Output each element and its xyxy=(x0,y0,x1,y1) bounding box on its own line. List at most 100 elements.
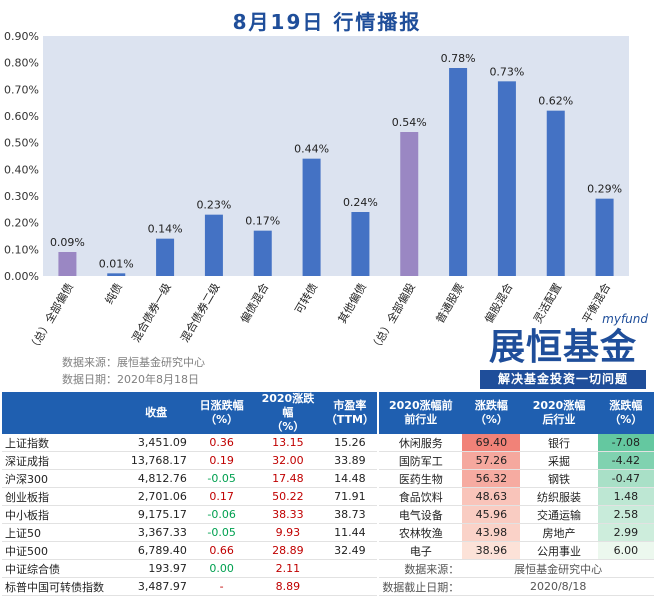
index-pe: 15.26 xyxy=(322,434,379,452)
x-tick-label: （总）全部偏债 xyxy=(25,281,76,355)
index-day-change: - xyxy=(189,577,254,596)
table-row: 创业板指 2,701.06 0.17 50.22 71.91 食品饮料 48.63 纺织服装 1… xyxy=(2,487,654,506)
index-ytd-change: 28.89 xyxy=(253,541,323,560)
index-close: 3,367.33 xyxy=(122,523,190,542)
market-table: 收盘 日涨跌幅 （%） 2020涨跌幅 （%） 市盈率 （TTM） 2020涨幅前 前行… xyxy=(2,392,654,596)
bar-value-label: 0.09% xyxy=(50,236,85,249)
index-ytd-change: 17.48 xyxy=(253,469,323,488)
index-day-change: 0.36 xyxy=(189,434,254,452)
index-name: 上证50 xyxy=(2,523,123,542)
bar-value-label: 0.44% xyxy=(294,143,329,156)
bar-value-label: 0.54% xyxy=(392,116,427,129)
index-day-change: -0.05 xyxy=(189,469,254,488)
bottom-industry-change: 6.00 xyxy=(597,541,654,560)
top-industry-name: 国防军工 xyxy=(377,451,463,470)
index-ytd-change: 50.22 xyxy=(253,487,323,506)
bottom-industry-name: 银行 xyxy=(520,434,598,452)
bottom-industry-name: 房地产 xyxy=(520,523,598,542)
bottom-industry-name: 采掘 xyxy=(520,451,598,470)
index-close: 13,768.17 xyxy=(122,451,190,470)
y-tick-label: 0.00% xyxy=(4,270,39,283)
header-ytd-change: 2020涨跌幅 （%） xyxy=(253,392,323,434)
bottom-industry-change: -7.08 xyxy=(597,434,654,452)
index-ytd-change: 2.11 xyxy=(253,559,323,578)
index-pe: 33.89 xyxy=(322,451,379,470)
top-industry-name: 电子 xyxy=(377,541,463,560)
top-industry-name: 休闲服务 xyxy=(377,434,463,452)
bottom-industry-change: 2.58 xyxy=(597,505,654,524)
index-close: 193.97 xyxy=(122,559,190,578)
index-pe xyxy=(322,559,379,578)
bar xyxy=(58,252,77,276)
x-tick-label: 其他偏债 xyxy=(335,281,369,326)
x-tick-label: （总）全部偏股 xyxy=(367,281,418,355)
top-industry-change: 56.32 xyxy=(462,469,521,488)
bottom-industry-name: 公用事业 xyxy=(520,541,598,560)
bar xyxy=(351,212,370,276)
bar xyxy=(497,81,516,276)
chart-source: 数据来源：展恒基金研究中心 xyxy=(62,356,205,369)
header-top-industry: 2020涨幅前 前行业 xyxy=(377,392,463,434)
index-pe: 14.48 xyxy=(322,469,379,488)
index-name: 中证综合债 xyxy=(2,559,123,578)
index-name: 上证指数 xyxy=(2,434,123,452)
index-close: 6,789.40 xyxy=(122,541,190,560)
footer-date-label: 数据截止日期： xyxy=(377,577,463,596)
index-name: 中证500 xyxy=(2,541,123,560)
index-close: 4,812.76 xyxy=(122,469,190,488)
bar xyxy=(546,110,565,277)
bar xyxy=(595,198,614,276)
index-close: 3,451.09 xyxy=(122,434,190,452)
chart-date: 数据日期：2020年8月18日 xyxy=(62,373,199,386)
bar xyxy=(449,68,468,276)
bottom-industry-name: 纺织服装 xyxy=(520,487,598,506)
bar-value-label: 0.14% xyxy=(148,223,183,236)
brand-logo: myfund 展恒基金 解决基金投资一切问题 xyxy=(478,312,648,390)
bar-value-label: 0.01% xyxy=(99,257,134,270)
index-name: 创业板指 xyxy=(2,487,123,506)
index-pe: 38.73 xyxy=(322,505,379,524)
bar xyxy=(204,214,223,276)
bar-value-label: 0.17% xyxy=(245,215,280,228)
index-pe: 71.91 xyxy=(322,487,379,506)
table-row: 标普中国可转债指数 3,487.97-8.89 数据截止日期： 2020/8/18 xyxy=(2,577,654,596)
index-pe: 11.44 xyxy=(322,523,379,542)
y-tick-label: 0.60% xyxy=(4,110,39,123)
bar-value-label: 0.73% xyxy=(489,65,524,78)
table-header-row: 收盘 日涨跌幅 （%） 2020涨跌幅 （%） 市盈率 （TTM） 2020涨幅前 前行… xyxy=(2,392,654,434)
logo-slogan: 解决基金投资一切问题 xyxy=(480,370,646,389)
bar xyxy=(400,132,419,276)
bar-value-label: 0.78% xyxy=(441,52,476,65)
logo-name: 展恒基金 xyxy=(488,327,637,368)
y-tick-label: 0.50% xyxy=(4,137,39,150)
bottom-industry-change: 2.99 xyxy=(597,523,654,542)
footer-source-label: 数据来源： xyxy=(377,559,463,578)
bottom-industry-change: 1.48 xyxy=(597,487,654,506)
index-name: 深证成指 xyxy=(2,451,123,470)
top-industry-name: 医药生物 xyxy=(377,469,463,488)
index-close: 9,175.17 xyxy=(122,505,190,524)
top-industry-change: 38.96 xyxy=(462,541,521,560)
top-industry-change: 57.26 xyxy=(462,451,521,470)
top-industry-name: 农林牧渔 xyxy=(377,523,463,542)
header-bottom-industry: 2020涨幅 后行业 xyxy=(520,392,598,434)
index-day-change: -0.05 xyxy=(189,523,254,542)
header-day-change: 日涨跌幅 （%） xyxy=(189,392,254,434)
table-row: 上证指数 3,451.09 0.36 13.15 15.26 休闲服务 69.40 银行 -7.… xyxy=(2,434,654,452)
x-tick-label: 纯债 xyxy=(102,281,125,307)
top-industry-change: 69.40 xyxy=(462,434,521,452)
y-tick-label: 0.20% xyxy=(4,217,39,230)
x-tick-label: 混合债券二级 xyxy=(177,281,222,345)
index-name: 中小板指 xyxy=(2,505,123,524)
index-ytd-change: 8.89 xyxy=(253,577,323,596)
bar-value-label: 0.24% xyxy=(343,196,378,209)
top-industry-name: 食品饮料 xyxy=(377,487,463,506)
index-name: 标普中国可转债指数 xyxy=(2,577,123,596)
index-pe xyxy=(322,577,379,596)
header-top-change: 涨跌幅 （%） xyxy=(462,392,521,434)
header-close: 收盘 xyxy=(122,392,190,434)
y-tick-label: 0.40% xyxy=(4,163,39,176)
index-ytd-change: 9.93 xyxy=(253,523,323,542)
index-day-change: -0.06 xyxy=(189,505,254,524)
table-row: 深证成指 13,768.17 0.19 32.00 33.89 国防军工 57.26 采掘 -4… xyxy=(2,451,654,470)
